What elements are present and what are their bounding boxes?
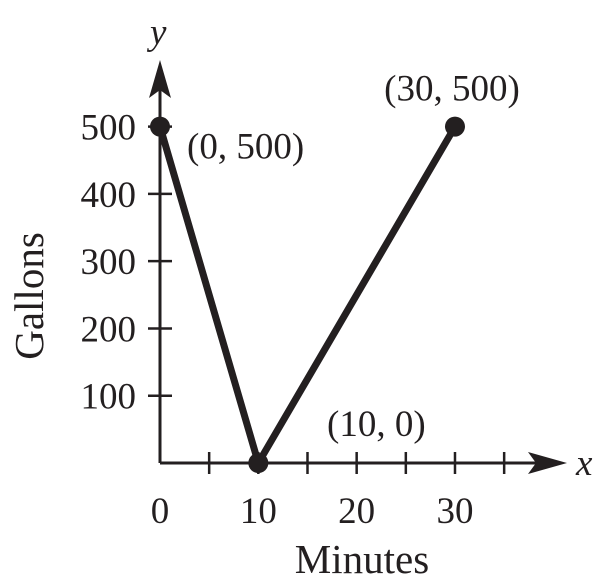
x-axis-arrow bbox=[528, 452, 567, 474]
data-point bbox=[444, 116, 465, 137]
point-label: (30, 500) bbox=[384, 69, 520, 110]
point-label: (0, 500) bbox=[187, 127, 304, 168]
y-tick-label: 300 bbox=[81, 242, 137, 283]
ticks: 0 10 20 30 100 200 300 400 500 bbox=[81, 108, 506, 532]
axes bbox=[149, 60, 567, 474]
point-label: (10, 0) bbox=[327, 404, 426, 445]
y-tick-label: 400 bbox=[81, 175, 137, 216]
data-point bbox=[248, 453, 269, 473]
y-axis-arrow bbox=[149, 60, 171, 98]
x-axis-title: Minutes bbox=[295, 536, 429, 582]
x-tick-label: 0 bbox=[151, 491, 170, 532]
y-axis-variable: y bbox=[146, 12, 167, 53]
x-tick-label: 20 bbox=[338, 491, 375, 532]
y-tick-label: 200 bbox=[81, 309, 137, 350]
x-tick-label: 10 bbox=[240, 491, 277, 532]
y-tick-label: 100 bbox=[81, 377, 137, 418]
data-point bbox=[150, 116, 170, 137]
y-axis-title: Gallons bbox=[6, 232, 52, 360]
points: (0, 500) (10, 0) (30, 500) bbox=[150, 69, 520, 473]
x-tick-label: 30 bbox=[436, 491, 473, 532]
y-tick-label: 500 bbox=[81, 108, 137, 149]
x-axis-variable: x bbox=[575, 443, 593, 484]
